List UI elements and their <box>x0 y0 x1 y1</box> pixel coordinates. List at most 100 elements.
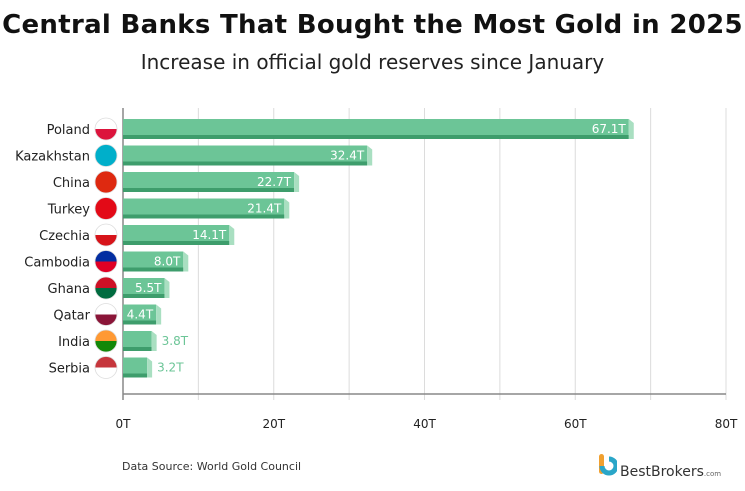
bar <box>123 225 230 245</box>
category-label: Qatar <box>53 309 90 324</box>
flag-border <box>94 303 118 326</box>
bar-shadow <box>123 241 230 245</box>
bar <box>123 119 629 139</box>
data-label: 32.4T <box>330 149 365 163</box>
bar <box>123 357 148 378</box>
category-label: Serbia <box>49 362 90 377</box>
flag-border <box>94 144 118 167</box>
category-label: Ghana <box>48 282 91 297</box>
bar-row: Kazakhstan 32.4T <box>15 144 373 167</box>
data-label: 3.2T <box>157 361 184 375</box>
serbia-flag-icon <box>94 356 118 379</box>
flag-top <box>95 250 117 262</box>
flag-top <box>95 356 117 368</box>
flag-bottom <box>95 182 117 193</box>
category-label: China <box>53 176 90 191</box>
bar-row: Cambodia 8.0T <box>24 250 189 273</box>
flag-top <box>95 224 117 235</box>
chart-title: Central Banks That Bought the Most Gold … <box>2 10 743 40</box>
flag-bottom <box>95 235 117 246</box>
ghana-flag-icon <box>94 276 118 300</box>
bar-shadow <box>123 188 295 192</box>
bar-row: India 3.8T <box>58 329 189 353</box>
flag-bottom <box>95 208 117 220</box>
bar-shadow <box>123 320 157 325</box>
bar <box>123 198 285 219</box>
flag-border <box>94 356 118 379</box>
czechia-flag-icon <box>94 223 118 247</box>
bar-shadow <box>123 373 148 378</box>
bestbrokers-logo: BestBrokers .com <box>597 452 721 480</box>
flag-bottom <box>95 261 117 273</box>
data-label: 22.7T <box>257 175 292 189</box>
flag-top <box>95 330 117 341</box>
flag-top <box>95 118 117 129</box>
flag-top <box>95 277 117 288</box>
bar-row: Ghana 5.5T <box>48 276 170 300</box>
data-label: 67.1T <box>592 122 627 136</box>
flag-border <box>94 329 118 353</box>
flag-bottom <box>95 314 117 326</box>
category-label: Czechia <box>39 229 90 244</box>
data-source: Data Source: World Gold Council <box>122 460 302 473</box>
flag-bottom <box>95 341 117 352</box>
flag-bottom <box>95 155 117 167</box>
flag-top <box>95 144 117 156</box>
bar-shadow <box>123 161 368 166</box>
data-label: 21.4T <box>247 202 282 216</box>
flag-border <box>94 250 118 273</box>
flag-border <box>94 276 118 300</box>
category-label: Poland <box>47 123 90 138</box>
bar-shadow <box>123 135 629 139</box>
chart-subtitle: Increase in official gold reserves since… <box>140 50 605 74</box>
bar-shadow <box>123 347 152 351</box>
flag-border <box>94 223 118 247</box>
bar <box>123 172 295 192</box>
x-tick-label: 20T <box>262 417 285 431</box>
china-flag-icon <box>94 170 118 194</box>
bar <box>123 304 157 325</box>
data-label: 14.1T <box>192 228 227 242</box>
bar-end-face <box>183 251 189 272</box>
bar <box>123 278 165 298</box>
bar-end-face <box>367 145 373 166</box>
bar <box>123 331 152 351</box>
data-label: 4.4T <box>127 308 154 322</box>
bar-end-face <box>284 198 290 219</box>
bar-row: Serbia 3.2T <box>49 356 184 379</box>
data-label: 8.0T <box>154 255 181 269</box>
x-tick-label: 0T <box>116 417 132 431</box>
x-tick-label: 40T <box>413 417 436 431</box>
flag-bottom <box>95 288 117 299</box>
flag-bottom <box>95 129 117 140</box>
x-tick-label: 60T <box>564 417 587 431</box>
bar-end-face <box>151 331 157 351</box>
bar-row: Qatar 4.4T <box>53 303 162 326</box>
bar-end-face <box>156 304 162 325</box>
bar-end-face <box>164 278 170 298</box>
data-label: 3.8T <box>162 334 189 348</box>
bestbrokers-logo-icon <box>599 454 617 476</box>
bar-row: Poland 67.1T <box>47 117 634 141</box>
bar-end-face <box>628 119 634 139</box>
bar-shadow <box>123 294 165 298</box>
turkey-flag-icon <box>94 197 118 220</box>
kazakhstan-flag-icon <box>94 144 118 167</box>
flag-border <box>94 117 118 141</box>
bar-row: Turkey 21.4T <box>47 197 290 220</box>
x-tick-label: 80T <box>715 417 738 431</box>
bar-row: Czechia 14.1T <box>39 223 235 247</box>
bar-shadow <box>123 267 184 272</box>
bar <box>123 145 368 166</box>
qatar-flag-icon <box>94 303 118 326</box>
flag-bottom <box>95 367 117 379</box>
bar <box>123 251 184 272</box>
bar-end-face <box>229 225 235 245</box>
category-label: Turkey <box>47 203 91 218</box>
bar-row: China 22.7T <box>53 170 300 194</box>
bar-end-face <box>147 357 153 378</box>
category-label: Kazakhstan <box>15 150 90 165</box>
bar-shadow <box>123 214 285 219</box>
